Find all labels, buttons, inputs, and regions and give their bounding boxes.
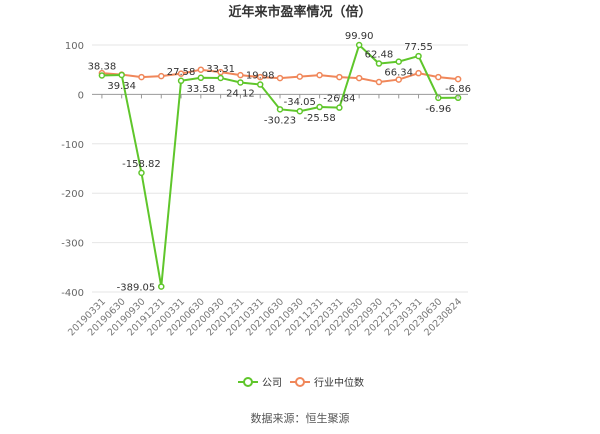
data-point[interactable] [177,77,185,85]
data-label: 77.55 [404,42,433,53]
legend-label[interactable]: 行业中位数 [314,376,364,389]
y-tick-label: -200 [61,189,84,200]
data-label: 39.34 [107,81,136,92]
data-label: -158.82 [122,159,161,170]
data-point[interactable] [158,72,165,80]
data-label: 19.98 [246,71,275,82]
data-label: -25.58 [303,113,335,124]
chart-title: 近年来市盈率情况（倍） [228,4,371,20]
data-point[interactable] [118,71,125,79]
y-tick-label: -400 [61,288,84,299]
data-point[interactable] [256,81,264,88]
data-point[interactable] [316,71,323,79]
data-point[interactable] [375,78,383,86]
data-point[interactable] [435,73,442,81]
y-tick-label: 100 [65,41,84,52]
data-point[interactable] [415,52,422,60]
data-point[interactable] [237,71,244,79]
data-point[interactable] [197,66,205,73]
data-label: -6.86 [445,84,471,95]
data-point[interactable] [98,72,106,79]
data-label: 38.38 [88,61,117,72]
data-label: -30.23 [264,115,296,126]
data-point[interactable] [355,74,363,82]
legend-marker-icon[interactable] [295,377,305,387]
data-point[interactable] [138,169,145,177]
data-point[interactable] [454,75,462,83]
data-point[interactable] [336,73,343,81]
data-label: 24.12 [226,88,255,99]
data-point[interactable] [276,74,284,82]
legend-label[interactable]: 公司 [262,378,282,389]
data-point[interactable] [138,73,145,81]
data-point[interactable] [375,60,383,67]
data-point[interactable] [415,69,422,77]
data-label: 99.90 [345,31,374,42]
data-point[interactable] [395,58,402,65]
legend: 公司 行业中位数 [238,376,364,389]
data-label: 27.58 [167,67,196,78]
data-point[interactable] [177,70,185,77]
source-text: 数据来源：恒生聚源 [251,411,350,425]
data-label: 62.48 [365,50,394,61]
data-point[interactable] [395,76,402,83]
data-label: -34.05 [284,97,316,108]
data-point[interactable] [158,283,165,290]
y-tick-label: -100 [61,140,84,151]
data-label: 33.58 [187,84,216,95]
data-point[interactable] [296,107,304,115]
data-point[interactable] [217,68,224,76]
data-point[interactable] [336,104,343,111]
data-point[interactable] [197,74,205,82]
data-point[interactable] [316,103,323,111]
data-point[interactable] [217,74,224,82]
y-tick-label: -300 [61,239,84,250]
data-point[interactable] [237,79,244,86]
data-point[interactable] [256,73,264,81]
data-label: -389.05 [117,283,156,294]
y-tick-label: 0 [78,90,84,101]
data-label: -26.84 [323,94,355,105]
data-point[interactable] [276,106,284,113]
data-label: 33.31 [206,64,235,75]
data-point[interactable] [355,41,363,49]
legend-marker-icon[interactable] [243,377,253,387]
data-point[interactable] [296,73,304,80]
data-label: -6.96 [425,104,451,115]
data-label: 66.34 [384,68,413,79]
